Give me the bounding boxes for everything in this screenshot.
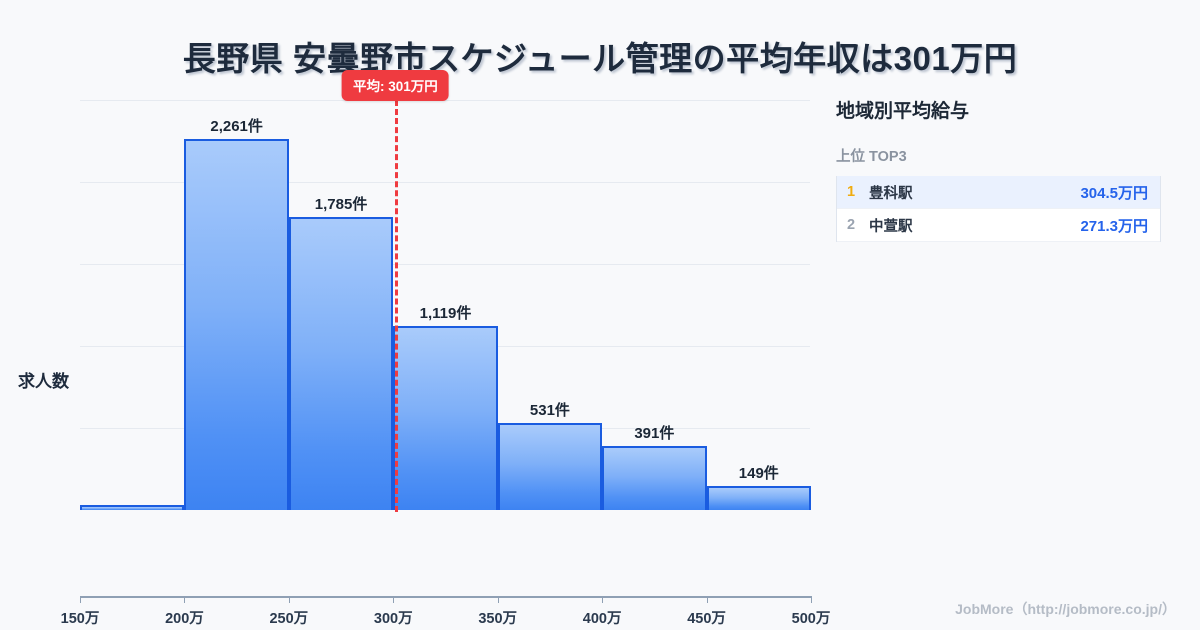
x-axis-tick-label: 500万	[791, 611, 831, 627]
x-axis-baseline	[80, 596, 811, 598]
ranking-row[interactable]: 2 中萱駅 271.3万円	[837, 209, 1160, 242]
bar-value-label: 391件	[634, 424, 675, 442]
x-axis-tick	[602, 596, 604, 603]
bar[interactable]	[497, 422, 603, 510]
ranking-row[interactable]: 1 豊科駅 304.5万円	[837, 176, 1160, 209]
x-axis-tick-label: 350万	[478, 611, 518, 627]
x-axis-tick	[80, 596, 81, 603]
bar[interactable]	[80, 505, 185, 510]
x-axis-tick-label: 200万	[165, 611, 204, 627]
ranking-area-name: 豊科駅	[869, 185, 913, 202]
x-axis-tick-label: 450万	[687, 611, 726, 627]
x-axis-tick	[288, 596, 290, 603]
ranking-position: 1	[847, 184, 856, 200]
x-axis-tick-label: 400万	[582, 611, 622, 627]
bar[interactable]	[184, 139, 289, 510]
bar[interactable]	[393, 326, 498, 510]
x-axis-tick	[184, 596, 186, 603]
x-axis-tick-label: 150万	[60, 611, 100, 627]
gridline	[80, 182, 810, 183]
ranking-table: 1 豊科駅 304.5万円 2 中萱駅 271.3万円	[836, 176, 1161, 242]
x-axis-tick	[706, 596, 708, 603]
bar-value-label: 1,785件	[314, 196, 368, 214]
ranking-salary-value: 304.5万円	[1080, 184, 1148, 202]
bar[interactable]	[706, 485, 811, 510]
x-axis-tick	[497, 596, 499, 603]
gridline	[80, 264, 810, 265]
watermark: JobMore（http://jobmore.co.jp/）	[955, 601, 1176, 617]
x-axis-tick	[393, 596, 395, 603]
bar-value-label: 149件	[738, 464, 779, 482]
bar-value-label: 1,119件	[419, 305, 472, 323]
average-line	[395, 100, 399, 512]
x-axis-tick	[811, 596, 812, 603]
sidebar-heading: 地域別平均給与	[836, 101, 970, 122]
sidebar-subheading: 上位 TOP3	[836, 149, 907, 165]
sidebar: 地域別平均給与 上位 TOP3 1 豊科駅 304.5万円 2 中萱駅 271.3万円	[836, 96, 1166, 242]
average-badge: 平均: 301万円	[341, 70, 449, 101]
bar-value-label: 2,261件	[210, 118, 263, 136]
y-axis-label: 求人数	[18, 372, 69, 391]
bar[interactable]	[602, 445, 707, 510]
x-axis-tick-label: 300万	[373, 611, 413, 627]
chart-panel: 求人数 2,261件 1,785件 1,119件 531件 391件 149件 150万 2…	[0, 70, 830, 627]
bar[interactable]	[288, 217, 394, 510]
ranking-salary-value: 271.3万円	[1080, 217, 1148, 235]
bar-value-label: 531件	[529, 401, 570, 419]
x-axis-tick-label: 250万	[269, 611, 309, 627]
ranking-area-name: 中萱駅	[869, 218, 913, 235]
page-title: 長野県 安曇野市スケジュール管理の平均年収は301万円	[182, 40, 1018, 77]
ranking-position: 2	[847, 217, 856, 233]
